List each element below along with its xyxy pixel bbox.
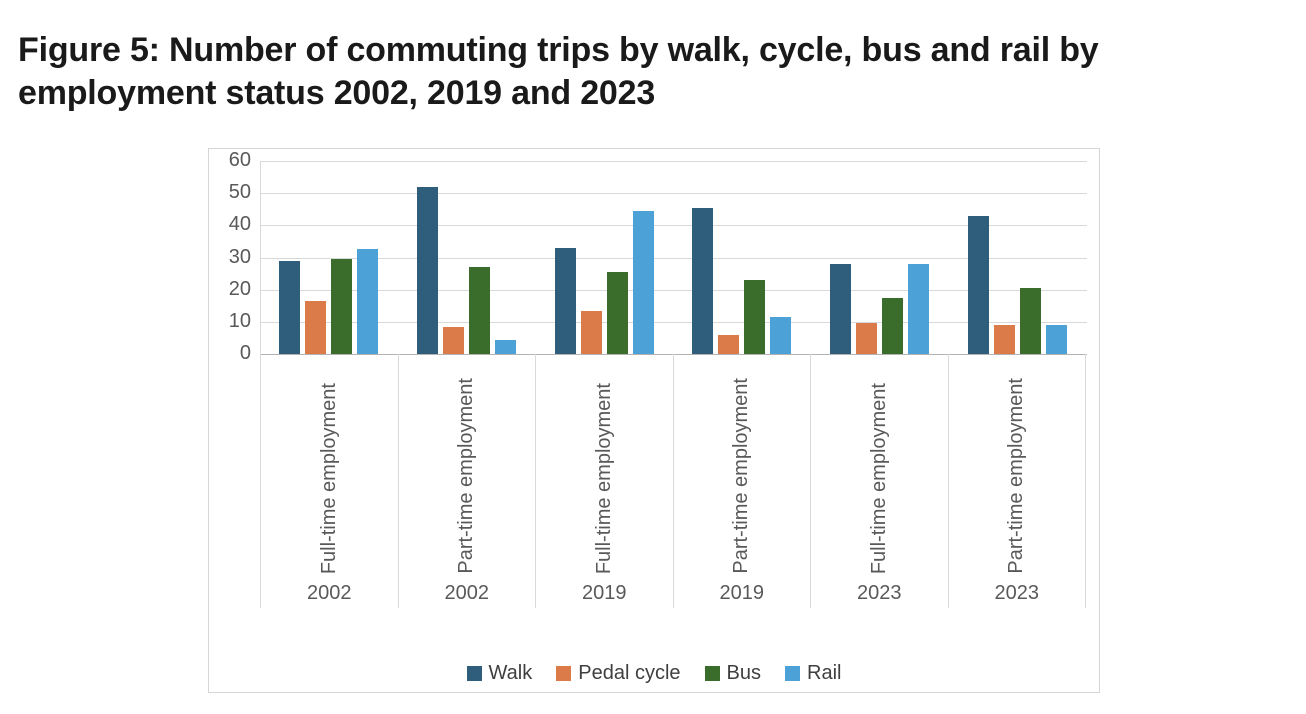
bar-bus [1019, 288, 1041, 354]
year-label: 2002 [307, 582, 352, 604]
legend-label: Rail [807, 662, 842, 684]
bar-walk [279, 260, 301, 354]
gridline [261, 289, 1087, 291]
y-tick-label: 30 [228, 245, 251, 268]
category-cell: Part-time employment 2002 [399, 354, 536, 608]
legend: Walk Pedal cycle Bus Rail [209, 662, 1099, 685]
bar-walk [830, 263, 852, 354]
y-tick-label: 40 [228, 213, 251, 236]
x-axis-line [261, 354, 1087, 355]
legend-item-walk: Walk [466, 662, 533, 685]
year-label: 2019 [582, 582, 627, 604]
bar-bus [744, 280, 766, 354]
y-tick-label: 60 [228, 149, 251, 172]
bar-pedal-cycle [856, 323, 878, 354]
bar-rail [632, 210, 654, 354]
bar-bus [882, 297, 904, 354]
bar-group [948, 161, 1086, 354]
chart-panel: 60 50 40 30 20 10 0 Full-time employment 2002 Pa… [208, 148, 1100, 693]
bar-rail [495, 339, 516, 354]
plot-area [260, 161, 1087, 355]
bars-area [260, 161, 1086, 354]
bar-bus [469, 267, 490, 354]
category-cell: Full-time employment 2019 [536, 354, 674, 608]
category-label: Part-time employment [455, 378, 478, 574]
figure-title: Figure 5: Number of commuting trips by w… [18, 29, 1238, 115]
category-cell: Part-time employment 2023 [949, 354, 1086, 608]
figure-title-line-1: Figure 5: Number of commuting trips by w… [18, 30, 1099, 69]
bar-group [260, 161, 398, 354]
bar-walk [554, 247, 576, 354]
category-label: Full-time employment [867, 382, 890, 574]
bar-rail [770, 317, 792, 354]
y-axis: 60 50 40 30 20 10 0 [209, 149, 257, 692]
y-tick-label: 0 [239, 342, 251, 365]
y-tick-label: 10 [228, 309, 251, 332]
category-label: Full-time employment [317, 382, 340, 574]
bar-walk [692, 207, 714, 354]
category-cell: Part-time employment 2019 [674, 354, 811, 608]
gridline [261, 161, 1087, 162]
x-axis: Full-time employment 2002 Part-time employ… [260, 354, 1086, 608]
legend-swatch-bus [704, 666, 720, 681]
y-tick-label: 50 [228, 181, 251, 204]
legend-swatch-walk [466, 666, 482, 681]
legend-item-bus: Bus [704, 662, 761, 685]
legend-swatch-rail [785, 666, 800, 681]
legend-label: Bus [726, 662, 761, 684]
bar-walk [967, 215, 989, 354]
y-tick-label: 20 [228, 277, 251, 300]
gridline [261, 321, 1087, 323]
bar-group [673, 161, 811, 354]
category-label: Part-time employment [1005, 378, 1028, 574]
year-label: 2002 [444, 582, 490, 604]
legend-item-pedal-cycle: Pedal cycle [556, 662, 681, 685]
gridline [261, 193, 1087, 195]
bar-pedal-cycle [443, 326, 464, 354]
legend-label: Walk [488, 662, 533, 684]
legend-item-rail: Rail [785, 662, 841, 685]
category-cell: Full-time employment 2023 [811, 354, 949, 608]
year-label: 2023 [994, 582, 1040, 604]
gridline [261, 257, 1087, 259]
figure-title-line-2: employment status 2002, 2019 and 2023 [18, 73, 656, 112]
bar-bus [331, 259, 353, 354]
bar-group [535, 161, 673, 354]
category-cell: Full-time employment 2002 [260, 354, 399, 608]
bar-rail [908, 263, 930, 354]
bar-pedal-cycle [718, 334, 740, 354]
year-label: 2019 [719, 582, 765, 604]
bar-pedal-cycle [580, 310, 602, 354]
bar-group [811, 161, 949, 354]
bar-bus [606, 271, 628, 354]
category-label: Part-time employment [730, 378, 753, 574]
bar-rail [1045, 325, 1067, 354]
bar-rail [357, 249, 379, 354]
bar-pedal-cycle [305, 300, 327, 354]
year-label: 2023 [857, 582, 902, 604]
bar-group [398, 161, 536, 354]
gridline [261, 225, 1087, 227]
legend-label: Pedal cycle [578, 662, 681, 684]
bar-pedal-cycle [993, 325, 1015, 354]
legend-swatch-pedal-cycle [556, 666, 572, 681]
category-label: Full-time employment [592, 382, 615, 574]
bar-walk [417, 186, 438, 354]
